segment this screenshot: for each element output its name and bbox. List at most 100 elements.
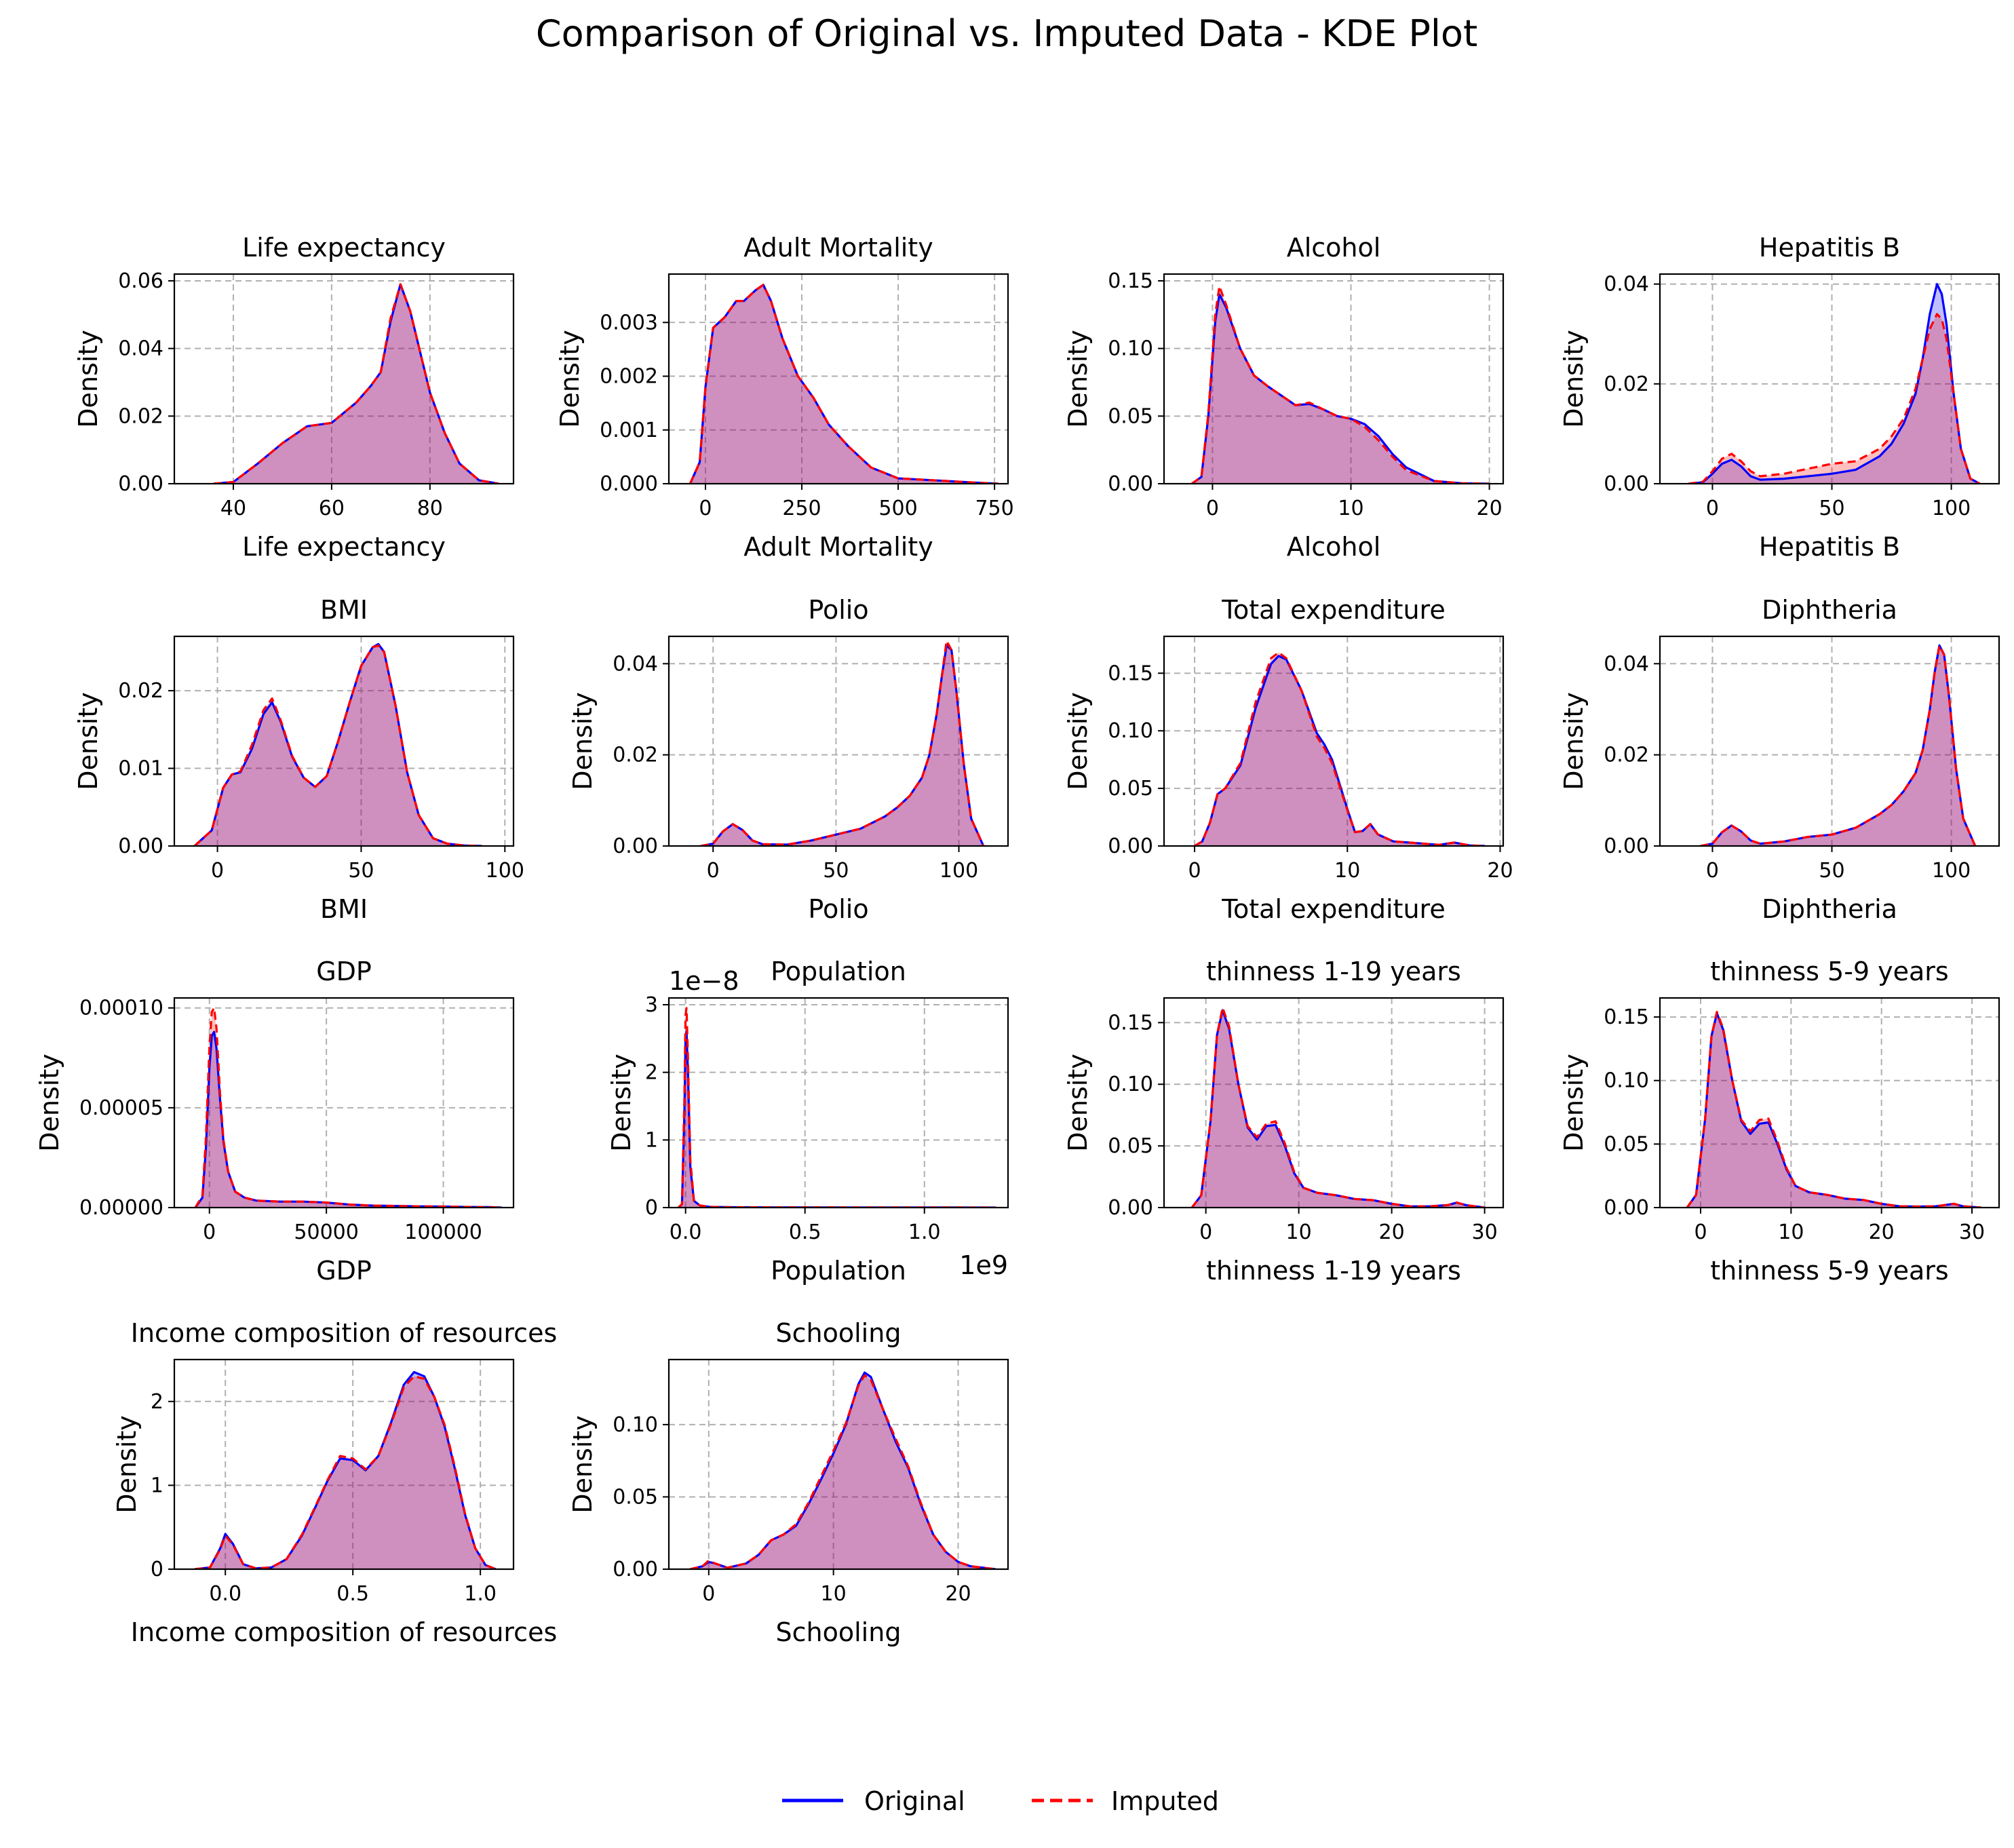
area-original	[214, 284, 499, 484]
x-tick-label: 100000	[404, 1220, 482, 1244]
axes-frame	[1659, 997, 2000, 1209]
x-axis-label: Hepatitis B	[1759, 532, 1900, 562]
y-tick-label: 0.05	[1604, 1132, 1649, 1156]
line-original	[678, 1031, 996, 1208]
y-tick-label: 0.04	[1604, 273, 1649, 296]
y-tick-label: 0.01	[118, 757, 163, 781]
area-original	[195, 1032, 502, 1208]
area-original	[678, 1031, 996, 1208]
line-imputed	[213, 283, 499, 484]
plot-area	[194, 1370, 497, 1569]
subplot-title: Polio	[808, 595, 868, 625]
subplot-title: Income composition of resources	[131, 1318, 558, 1348]
plot-area	[689, 284, 999, 484]
legend-imputed-label: Imputed	[1111, 1786, 1219, 1816]
area-original	[1195, 655, 1485, 846]
y-tick-label: 0.06	[118, 269, 163, 293]
x-tick-label: 10	[1778, 1220, 1804, 1244]
subplot-title: Hepatitis B	[1759, 233, 1900, 263]
axes-frame	[1659, 635, 2000, 847]
line-original	[1688, 283, 1981, 484]
y-tick-label: 0.10	[1108, 1073, 1153, 1096]
y-tick-label: 0.04	[118, 337, 163, 361]
x-tick-label: 250	[782, 497, 821, 520]
x-tick-label: 100	[940, 859, 978, 883]
y-tick-label: 0.00	[1108, 472, 1153, 496]
y-axis-label: Density	[606, 1054, 636, 1151]
area-imputed	[1195, 652, 1485, 846]
subplot-hepatitis-b: 0 50 100 0.00 0.02 0.04 Density Hepatitis B Hepa…	[1559, 233, 2000, 562]
y-tick-label: 0.02	[118, 679, 163, 703]
x-tick-label: 0	[211, 859, 224, 883]
subplot-title: Diphtheria	[1762, 595, 1897, 625]
gridlines	[1164, 998, 1503, 1208]
subplot-total-expenditure: 0 10 20 0.00 0.05 0.10 0.15 Density Total expend…	[1063, 595, 1513, 924]
axes-frame	[1163, 997, 1505, 1209]
x-tick-label: 1.0	[464, 1582, 497, 1606]
plot-area	[1190, 285, 1490, 484]
x-tick-label: 50	[1819, 497, 1844, 520]
x-tick-label: 10	[1286, 1220, 1312, 1244]
subplot-title: Population	[771, 957, 906, 986]
plot-area	[1194, 651, 1486, 846]
area-imputed	[1687, 1012, 1981, 1208]
subplot-title: Adult Mortality	[743, 233, 933, 263]
axes-frame	[1163, 635, 1505, 847]
x-axis-label: Diphtheria	[1762, 894, 1897, 924]
x-axis-label: BMI	[320, 894, 368, 924]
y-axis-label: Density	[73, 330, 103, 427]
area-imputed	[701, 640, 984, 846]
area-original	[1687, 1013, 1981, 1208]
line-imputed	[689, 284, 999, 484]
line-imputed	[1688, 313, 1981, 484]
y-tick-label: 0.00010	[79, 997, 163, 1020]
area-imputed	[1700, 645, 1975, 846]
y-tick-label: 0.02	[1604, 372, 1649, 396]
y-tick-label: 0.02	[613, 744, 658, 767]
area-imputed	[678, 1008, 996, 1208]
x-tick-label: 0	[699, 497, 712, 520]
line-original	[194, 1031, 502, 1208]
line-imputed	[689, 1374, 996, 1569]
y-tick-label: 0.00	[1108, 834, 1153, 858]
area-original	[690, 284, 999, 484]
x-tick-label: 20	[1487, 859, 1513, 883]
y-tick-label: 0.05	[613, 1485, 658, 1509]
y-axis-label: Density	[1559, 692, 1589, 790]
plot-area	[689, 1371, 996, 1569]
plot-area	[1190, 1006, 1485, 1208]
subplot-title: Alcohol	[1287, 233, 1381, 263]
area-original	[194, 644, 482, 846]
x-tick-label: 0	[702, 1582, 715, 1606]
y-axis-label: Density	[1063, 1054, 1093, 1151]
x-offset-text: 1e9	[959, 1250, 1008, 1280]
y-tick-label: 0.00	[118, 472, 163, 496]
y-tick-label: 0.00	[613, 1558, 658, 1581]
subplot-adult-mortality: 0 250 500 750 0.000 0.001 0.002 0.003 Density Adu…	[555, 233, 1014, 562]
subplot-title: Schooling	[776, 1318, 902, 1348]
subplot-diphtheria: 0 50 100 0.00 0.02 0.04 Density Diphtheria Dipht…	[1559, 595, 2000, 924]
x-tick-label: 10	[1334, 859, 1360, 883]
y-axis-label: Density	[1063, 330, 1093, 427]
axes-frame	[1659, 273, 2000, 485]
y-tick-label: 0.10	[1604, 1069, 1649, 1093]
y-tick-label: 0.15	[1108, 1011, 1153, 1035]
y-tick-label: 0.00	[613, 834, 658, 858]
subplot-bmi: 0 50 100 0.00 0.01 0.02 Density BMI BMI	[73, 595, 524, 924]
line-imputed	[1194, 651, 1486, 846]
y-tick-label: 0.002	[600, 365, 658, 389]
x-tick-label: 50	[348, 859, 374, 883]
line-imputed	[193, 644, 482, 846]
x-tick-label: 0	[1706, 859, 1719, 883]
subplot-income-composition-of-resources: 0.0 0.5 1.0 0 1 2 Density Income composition of…	[112, 1318, 557, 1647]
y-tick-label: 0.15	[1604, 1005, 1649, 1029]
plot-area	[193, 642, 482, 846]
x-tick-label: 0.5	[336, 1582, 369, 1606]
area-imputed	[214, 284, 499, 484]
y-tick-label: 0.04	[613, 652, 658, 676]
y-tick-label: 0.00	[1604, 834, 1649, 858]
area-original	[701, 645, 984, 846]
plot-area	[213, 283, 499, 484]
